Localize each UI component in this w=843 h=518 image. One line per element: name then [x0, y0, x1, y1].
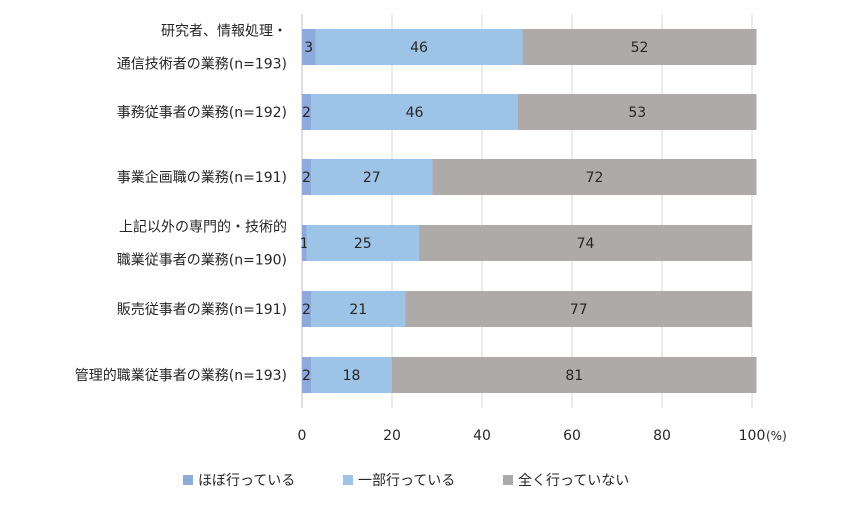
legend-swatch-2 [503, 475, 513, 485]
bar-4-series-1 [311, 291, 406, 327]
category-label-5-0: 管理的職業従事者の業務(n=193) [75, 368, 287, 384]
category-label-3-0: 上記以外の専門的・技術的 [119, 219, 287, 236]
data-label-0-2: 52 [631, 40, 649, 56]
bar-0-series-1 [315, 29, 523, 65]
data-label-0-0: 3 [304, 40, 313, 56]
bar-1-series-2 [518, 94, 757, 130]
category-label-4-0: 販売従事者の業務(n=191) [117, 302, 287, 318]
category-label-1-0: 事務従事者の業務(n=192) [117, 105, 287, 121]
data-label-0-1: 46 [410, 40, 428, 56]
data-label-3-0: 1 [300, 236, 309, 252]
bar-5-series-2 [392, 357, 757, 393]
bar-2-series-2 [432, 159, 757, 195]
bar-0-series-2 [522, 29, 757, 65]
data-label-4-1: 21 [349, 302, 367, 318]
bar-3-series-2 [419, 225, 752, 261]
legend-label-0: ほぼ行っている [198, 473, 295, 489]
data-label-1-0: 2 [302, 105, 311, 121]
data-label-4-2: 77 [570, 302, 588, 318]
legend-label-1: 一部行っている [358, 473, 455, 489]
category-label-3-1: 職業従事者の業務(n=190) [117, 253, 287, 269]
category-label-0-0: 研究者、情報処理・ [161, 24, 287, 40]
bar-4-series-0 [302, 291, 311, 327]
data-label-3-1: 25 [354, 236, 372, 252]
legend: ほぼ行っている 一部行っている 全く行っていない [183, 472, 629, 489]
bar-4-series-2 [405, 291, 752, 327]
x-tick-label-20: 20 [383, 428, 401, 444]
data-label-1-2: 53 [628, 105, 646, 121]
bar-2-series-1 [311, 159, 433, 195]
legend-swatch-0 [183, 475, 193, 485]
x-tick-label-40: 40 [473, 428, 491, 444]
x-axis: 0 20 40 60 80 100 (%) [298, 428, 787, 444]
x-tick-label-0: 0 [298, 428, 307, 444]
bar-5-series-1 [311, 357, 392, 393]
x-tick-label-100: 100 [739, 428, 766, 444]
x-unit-label: (%) [766, 429, 787, 443]
grid-lines [301, 14, 753, 408]
category-labels: 研究者、情報処理・通信技術者の業務(n=193) 事務従事者の業務(n=192) 事… [75, 24, 287, 385]
x-tick-label-80: 80 [653, 428, 671, 444]
data-label-5-2: 81 [565, 368, 583, 384]
bar-5-series-0 [302, 357, 311, 393]
data-label-3-2: 74 [577, 236, 595, 252]
bar-1-series-0 [302, 94, 311, 130]
data-label-2-1: 27 [363, 170, 381, 186]
legend-swatch-1 [343, 475, 353, 485]
bar-0-series-0 [302, 29, 316, 65]
bar-3-series-1 [306, 225, 419, 261]
x-tick-label-60: 60 [563, 428, 581, 444]
legend-label-2: 全く行っていない [518, 472, 629, 489]
category-label-0-1: 通信技術者の業務(n=193) [117, 57, 287, 73]
bar-1-series-1 [311, 94, 518, 130]
data-label-4-0: 2 [302, 302, 311, 318]
data-label-2-0: 2 [302, 170, 311, 186]
data-label-2-2: 72 [586, 170, 604, 186]
bar-series: 3 46 52 2 46 53 2 27 72 1 25 74 2 21 77 2 18 81 [300, 29, 757, 393]
bar-2-series-0 [302, 159, 311, 195]
data-label-1-1: 46 [406, 105, 424, 121]
bar-3-series-0 [302, 225, 307, 261]
category-label-2-0: 事業企画職の業務(n=191) [117, 169, 287, 186]
data-label-5-0: 2 [302, 368, 311, 384]
data-label-5-1: 18 [343, 368, 361, 384]
